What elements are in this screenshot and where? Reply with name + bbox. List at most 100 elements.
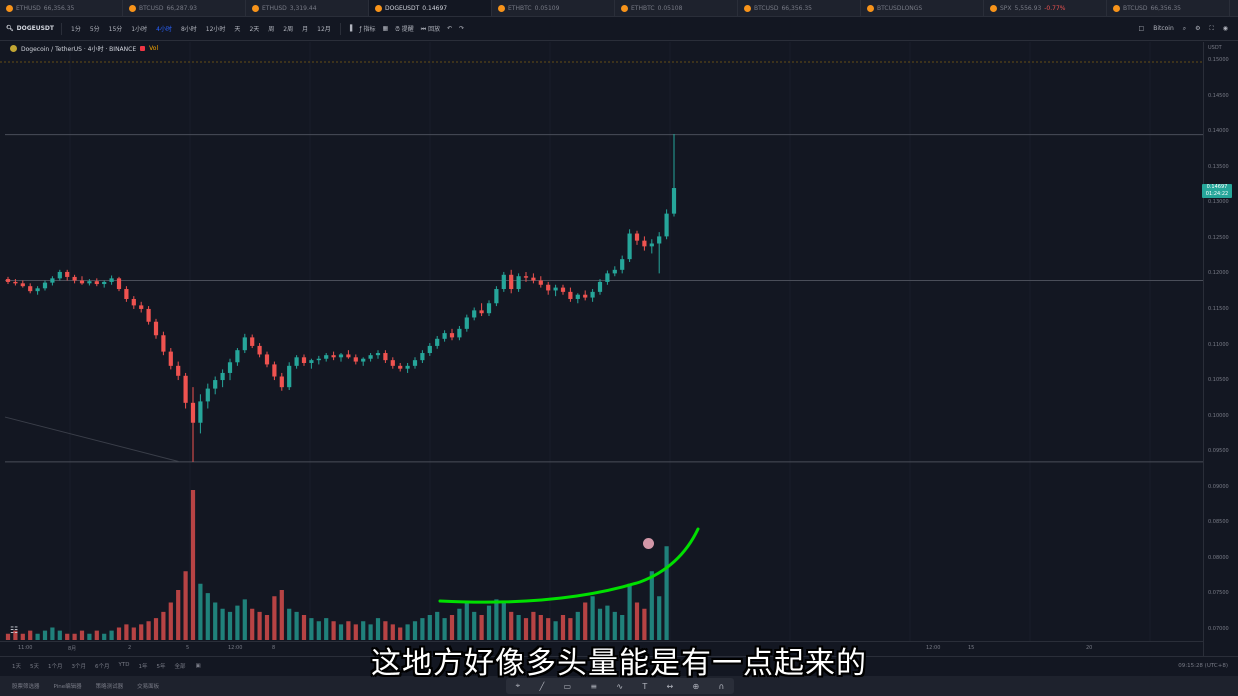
interval-button[interactable]: 周	[268, 26, 275, 33]
tab-price: 0.14697	[422, 4, 448, 12]
interval-button[interactable]: 15分	[108, 26, 123, 33]
fib-icon[interactable]: ≡	[590, 681, 598, 691]
symbol-tab[interactable]: ETHUSD 3,319.44	[246, 0, 369, 16]
measure-icon[interactable]: ↔	[666, 681, 674, 691]
search-icon[interactable]: ⌕	[1182, 24, 1187, 32]
trend-line-icon[interactable]: ╱	[539, 681, 545, 691]
candle-body	[176, 365, 181, 376]
candle-body	[287, 365, 292, 388]
candle-body	[575, 294, 580, 299]
coin-icon	[990, 4, 997, 12]
symbol-tab[interactable]: BTCUSDLONGS	[861, 0, 984, 16]
volume-bar	[338, 624, 344, 640]
interval-button[interactable]: 1分	[71, 26, 81, 33]
price-chart-canvas[interactable]	[0, 42, 1203, 641]
alert-label: 提醒	[401, 25, 414, 33]
range-button[interactable]: 3个月	[71, 663, 87, 670]
chart-toolbar: 🔍︎ DOGEUSDT 1分 5分 15分 1小时 4小时 8小时 12小时 天 2天 周 2周 月 1…	[0, 17, 1238, 41]
candle-body	[583, 294, 588, 298]
volume-bar	[79, 630, 85, 640]
symbol-tab[interactable]: SPX 5,556.93 -0.77%	[984, 0, 1107, 16]
volume-bar	[612, 611, 617, 640]
range-button[interactable]: 全部	[174, 663, 186, 670]
panel-tab[interactable]: Pine编辑器	[53, 684, 82, 690]
symbol-tab[interactable]: ETHBTC 0.05108	[615, 0, 738, 16]
candle-body	[250, 337, 255, 346]
volume-bar	[272, 596, 277, 640]
indicators-button[interactable]: ƒ 指标	[359, 24, 375, 33]
panel-tab[interactable]: 策略测试器	[95, 684, 124, 690]
time-axis[interactable]: 11:00 8月 2 5 12:00 8 12:00 15 20	[0, 641, 1203, 653]
candle-body	[338, 354, 344, 358]
symbol-tab[interactable]: DOGEUSDT 0.14697	[369, 0, 492, 16]
interval-button[interactable]: 12小时	[205, 26, 226, 33]
symbol-tab[interactable]: ETHUSD 66,356.35	[0, 0, 123, 16]
price-axis[interactable]: USDT 0.15000 0.14500 0.14000 0.13500 0.13000…	[1203, 42, 1238, 657]
symbol-tab[interactable]: ETHBTC 0.05109	[492, 0, 615, 16]
interval-button[interactable]: 2天	[249, 26, 260, 33]
cursor-icon[interactable]: ⌖	[515, 681, 521, 690]
templates-icon[interactable]: ▦	[382, 25, 389, 32]
volume-bar	[205, 593, 210, 640]
symbol-tab[interactable]: BTCUSD 66,356.35	[738, 0, 861, 16]
candle-body	[620, 259, 625, 270]
camera-icon[interactable]: ◉	[1222, 25, 1228, 32]
zoom-icon[interactable]: ⊕	[692, 681, 700, 691]
range-button[interactable]: 5天	[30, 663, 39, 670]
range-button[interactable]: 5年	[156, 663, 166, 670]
layout-icon[interactable]: □	[1138, 25, 1145, 32]
interval-button[interactable]: 8小时	[180, 26, 197, 33]
volume-bar	[398, 627, 403, 640]
volume-bar	[634, 602, 640, 640]
layout-name[interactable]: Bitcoin	[1153, 25, 1174, 32]
symbol-tab-bar: ETHUSD 66,356.35 BTCUSD 66,287.93 ETHUSD 3,31…	[0, 0, 1238, 17]
candle-body	[139, 305, 144, 309]
volume-bar	[161, 611, 166, 640]
candle-body	[57, 271, 62, 279]
range-button[interactable]: 1天	[12, 663, 21, 670]
date-range-icon[interactable]: ▣	[195, 662, 201, 669]
candle-body	[198, 401, 203, 423]
replay-button[interactable]: ⏮︎ 回放	[421, 24, 440, 34]
range-button[interactable]: 1个月	[48, 663, 63, 670]
price-axis-label: 0.13500	[1208, 164, 1229, 170]
interval-button[interactable]: 2周	[283, 26, 294, 33]
symbol-tab[interactable]: BTCUSD 66,356.35	[1107, 0, 1230, 16]
interval-button[interactable]: 天	[234, 26, 241, 33]
range-button[interactable]: YTD	[118, 661, 130, 668]
rectangle-icon[interactable]: ▭	[563, 681, 572, 691]
brush-icon[interactable]: ∿	[616, 681, 624, 691]
range-button[interactable]: 6个月	[95, 663, 110, 670]
volume-bar	[242, 599, 247, 640]
candle-style-icon[interactable]: ▐	[347, 25, 353, 32]
fullscreen-icon[interactable]: ⛶	[1209, 24, 1214, 32]
time-axis-label: 8	[272, 645, 276, 651]
candle-body	[553, 287, 558, 291]
interval-button[interactable]: 5分	[89, 26, 100, 33]
undo-icon[interactable]: ↶	[447, 25, 453, 32]
interval-button[interactable]: 1小时	[131, 26, 148, 33]
volume-bar	[153, 618, 159, 640]
candle-body	[146, 308, 151, 322]
candle-body	[398, 365, 403, 369]
range-button[interactable]: 1年	[138, 663, 148, 670]
interval-button[interactable]: 4小时	[156, 26, 172, 33]
text-icon[interactable]: T	[642, 681, 648, 691]
time-axis-label: 2	[128, 645, 132, 651]
interval-button[interactable]: 月	[302, 26, 309, 33]
redo-icon[interactable]: ↷	[459, 25, 465, 32]
volume-bar	[176, 590, 181, 640]
panel-tab[interactable]: 股票筛选器	[12, 684, 40, 690]
magnet-icon[interactable]: ∩	[718, 681, 725, 691]
panel-tab[interactable]: 交易面板	[137, 684, 160, 690]
settings-icon[interactable]: ⚙︎	[1195, 25, 1201, 32]
symbol-tab[interactable]: BTCUSD 66,287.93	[123, 0, 246, 16]
symbol-search-button[interactable]: 🔍︎ DOGEUSDT	[6, 25, 54, 32]
indicators-label: 指标	[363, 26, 376, 33]
candle-body	[516, 276, 521, 290]
volume-bar	[94, 630, 99, 640]
tab-symbol: BTCUSD	[139, 4, 164, 12]
alert-button[interactable]: ⏰︎ 提醒	[395, 24, 414, 34]
volume-bar	[516, 615, 521, 640]
interval-button[interactable]: 12月	[317, 26, 331, 33]
